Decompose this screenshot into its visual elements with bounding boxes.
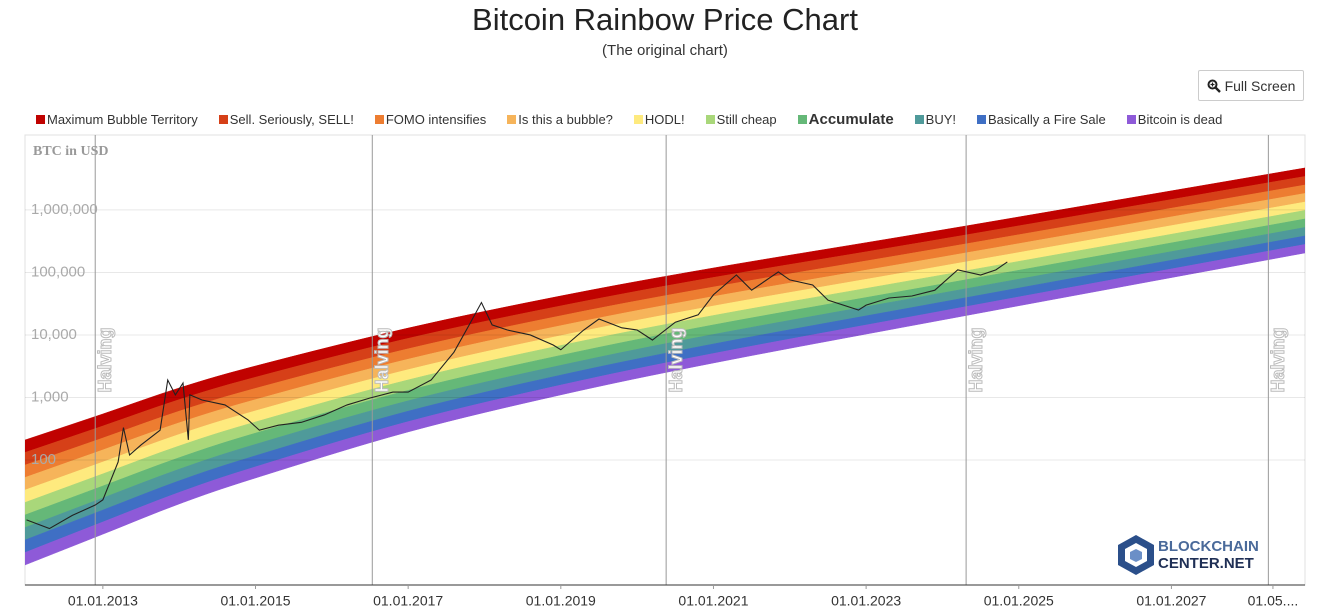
y-tick-label: 1,000	[31, 388, 69, 405]
full-screen-button[interactable]: Full Screen	[1198, 70, 1304, 101]
legend-label: Sell. Seriously, SELL!	[229, 112, 354, 127]
legend-swatch	[633, 115, 643, 124]
x-tick-label: 01.05....	[1248, 593, 1299, 609]
y-tick-label: 1,000,000	[31, 201, 98, 218]
legend-item[interactable]: Sell. Seriously, SELL!	[218, 112, 354, 127]
legend-item[interactable]: Basically a Fire Sale	[977, 112, 1106, 127]
legend-item[interactable]: BUY!	[914, 112, 957, 127]
legend-item[interactable]: Bitcoin is dead	[1126, 112, 1223, 127]
x-tick-label: 01.01.2017	[373, 593, 443, 609]
y-tick-label: 10,000	[31, 326, 77, 343]
legend-swatch	[36, 115, 45, 124]
full-screen-label: Full Screen	[1224, 77, 1296, 94]
x-tick-label: 01.01.2023	[831, 593, 901, 609]
logo-cube-core	[1130, 549, 1142, 562]
legend-label: Maximum Bubble Territory	[47, 112, 198, 127]
overlay: Halving Halving Halving Halving Halving	[26, 135, 1289, 585]
legend: Maximum Bubble Territory Sell. Seriously,…	[36, 111, 1222, 128]
legend-item[interactable]: Accumulate	[797, 111, 894, 128]
legend-label: Basically a Fire Sale	[988, 112, 1106, 127]
x-tick-label: 01.01.2027	[1136, 593, 1206, 609]
y-axis-label: BTC in USD	[33, 144, 108, 159]
watermark: BLOCKCHAIN CENTER.NET	[1118, 535, 1259, 575]
legend-swatch	[218, 115, 228, 124]
legend-label: Is this a bubble?	[518, 112, 613, 127]
y-tick-label: 100	[31, 451, 56, 468]
legend-swatch	[705, 115, 715, 124]
legend-label: Still cheap	[716, 112, 777, 127]
legend-swatch	[797, 115, 807, 124]
watermark-line1: BLOCKCHAIN	[1158, 538, 1259, 555]
x-tick-label: 01.01.2021	[678, 593, 748, 609]
axes: 100 1,000 10,000 100,000 1,000,000 BTC in USD…	[25, 144, 1305, 609]
zoom-icon	[1207, 79, 1221, 93]
x-tick-label: 01.01.2025	[984, 593, 1054, 609]
legend-swatch	[1126, 115, 1136, 124]
rainbow-band	[25, 244, 1305, 566]
legend-item[interactable]: Still cheap	[705, 112, 777, 127]
halving-label: Halving	[1268, 327, 1288, 392]
x-tick-label: 01.01.2015	[220, 593, 290, 609]
watermark-line2: CENTER.NET	[1158, 555, 1254, 572]
legend-label: BUY!	[925, 112, 957, 127]
legend-item[interactable]: Maximum Bubble Territory	[36, 112, 198, 127]
legend-label: Bitcoin is dead	[1137, 112, 1223, 127]
rainbow-bands	[25, 167, 1305, 566]
legend-label: HODL!	[644, 112, 685, 127]
x-tick-label: 01.01.2013	[68, 593, 138, 609]
legend-label: Accumulate	[808, 111, 894, 128]
legend-swatch	[914, 115, 924, 124]
legend-label: FOMO intensifies	[385, 112, 487, 127]
x-tick-label: 01.01.2019	[526, 593, 596, 609]
chart-title: Bitcoin Rainbow Price Chart	[472, 2, 858, 37]
halving-label: Halving	[666, 327, 686, 392]
price-line	[26, 261, 1008, 530]
legend-swatch	[507, 115, 517, 124]
chart-subtitle: (The original chart)	[602, 42, 728, 59]
legend-swatch	[374, 115, 384, 124]
legend-swatch	[977, 115, 987, 124]
halving-label: Halving	[95, 327, 115, 392]
halving-label: Halving	[966, 327, 986, 392]
halving-label: Halving	[372, 327, 392, 392]
grid	[25, 209, 1305, 461]
legend-item[interactable]: Is this a bubble?	[507, 112, 613, 127]
y-tick-label: 100,000	[31, 263, 85, 280]
legend-item[interactable]: FOMO intensifies	[374, 112, 487, 127]
legend-item[interactable]: HODL!	[633, 112, 685, 127]
